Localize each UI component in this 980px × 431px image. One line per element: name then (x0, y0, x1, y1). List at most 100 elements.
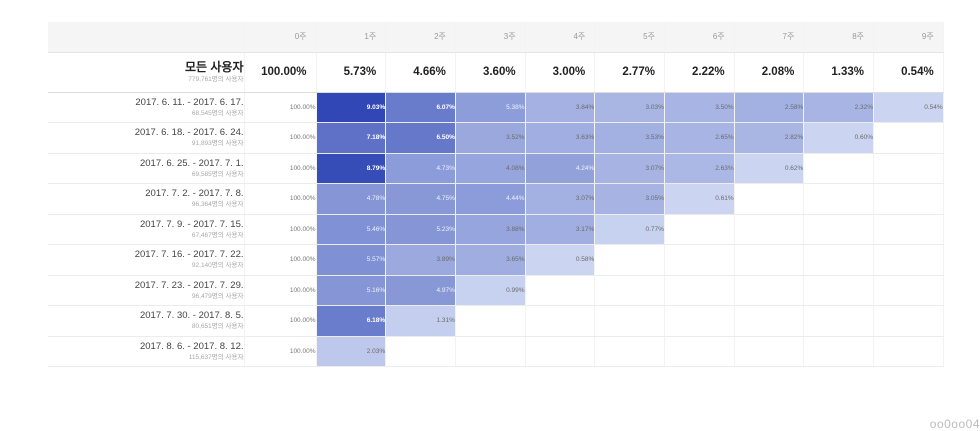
empty-cell (803, 305, 874, 337)
cohort-row[interactable]: 2017. 7. 23. - 2017. 7. 29. 96,479명의 사용자 1… (48, 275, 944, 306)
week-header[interactable]: 5주 (594, 22, 665, 53)
cohort-row[interactable]: 2017. 7. 9. - 2017. 7. 15. 67,467명의 사용자 10… (48, 214, 944, 245)
empty-cell (525, 275, 596, 306)
cohort-row[interactable]: 2017. 6. 18. - 2017. 6. 24. 91,893명의 사용자 1… (48, 122, 944, 154)
retention-cell: 0.77% (594, 214, 665, 245)
retention-cell: 2.82% (734, 122, 805, 154)
empty-cell (873, 275, 944, 306)
empty-cell (734, 244, 805, 276)
cohort-date-range: 2017. 7. 16. - 2017. 7. 22. (134, 249, 244, 261)
cohort-base-cell: 100.00% (244, 153, 317, 184)
cohort-base-cell: 100.00% (244, 305, 317, 337)
empty-cell (873, 153, 944, 184)
cohort-date-range-cell: 2017. 7. 23. - 2017. 7. 29. 96,479명의 사용자 (48, 275, 245, 306)
retention-cell: 5.57% (316, 244, 387, 276)
empty-cell (873, 214, 944, 245)
empty-cell (594, 305, 665, 337)
all-users-row: 모든 사용자 779,761명의 사용자 100.00% 5.73% 4.66%… (48, 52, 944, 93)
empty-cell (873, 305, 944, 337)
retention-cell: 2.03% (316, 336, 387, 367)
cohort-row[interactable]: 2017. 6. 11. - 2017. 6. 17. 68,545명의 사용자 1… (48, 92, 944, 123)
week-header[interactable]: 6주 (664, 22, 735, 53)
empty-cell (873, 122, 944, 154)
empty-cell (803, 153, 874, 184)
retention-cell: 3.17% (525, 214, 596, 245)
retention-cell: 4.78% (316, 183, 387, 215)
cohort-date-range-cell: 2017. 7. 9. - 2017. 7. 15. 67,467명의 사용자 (48, 214, 245, 245)
retention-cell: 4.75% (385, 183, 456, 215)
retention-cell: 1.31% (385, 305, 456, 337)
total-retention-value: 2.22% (664, 52, 735, 93)
cohort-user-count: 91,893명의 사용자 (191, 140, 244, 148)
empty-cell (803, 183, 874, 215)
cohort-base-cell: 100.00% (244, 92, 317, 123)
empty-cell (873, 244, 944, 276)
empty-cell (664, 275, 735, 306)
retention-cell: 5.38% (455, 92, 526, 123)
empty-cell (385, 336, 456, 367)
retention-cell: 2.63% (664, 153, 735, 184)
empty-cell (455, 305, 526, 337)
cohort-base-cell: 100.00% (244, 244, 317, 276)
retention-cell: 4.08% (455, 153, 526, 184)
retention-cell: 0.58% (525, 244, 596, 276)
week-header[interactable]: 9주 (873, 22, 944, 53)
retention-cell: 2.65% (664, 122, 735, 154)
week-header[interactable]: 8주 (803, 22, 874, 53)
cohort-row[interactable]: 2017. 6. 25. - 2017. 7. 1. 69,585명의 사용자 10… (48, 153, 944, 184)
cohort-base-cell: 100.00% (244, 183, 317, 215)
week-header[interactable]: 4주 (525, 22, 596, 53)
week-header[interactable]: 1주 (316, 22, 387, 53)
cohort-row[interactable]: 2017. 7. 30. - 2017. 8. 5. 80,651명의 사용자 10… (48, 305, 944, 337)
week-header[interactable]: 0주 (244, 22, 317, 53)
cohort-analysis-panel: 0주 1주 2주 3주 4주 5주 6주 7주 8주 9주 모든 사용자 779… (48, 22, 944, 367)
retention-cell: 0.54% (873, 92, 944, 123)
empty-cell (734, 214, 805, 245)
total-retention-value: 2.77% (594, 52, 665, 93)
empty-cell (734, 305, 805, 337)
header-corner (48, 22, 245, 53)
week-header[interactable]: 7주 (734, 22, 805, 53)
cohort-date-range-cell: 2017. 7. 30. - 2017. 8. 5. 80,651명의 사용자 (48, 305, 245, 337)
cohort-base-cell: 100.00% (244, 122, 317, 154)
empty-cell (734, 183, 805, 215)
empty-cell (803, 336, 874, 367)
week-header[interactable]: 2주 (385, 22, 456, 53)
empty-cell (803, 275, 874, 306)
cohort-row[interactable]: 2017. 7. 2. - 2017. 7. 8. 96,364명의 사용자 100… (48, 183, 944, 215)
cohort-row[interactable]: 2017. 7. 16. - 2017. 7. 22. 92,140명의 사용자 1… (48, 244, 944, 276)
retention-cell: 3.63% (525, 122, 596, 154)
cohort-user-count: 67,467명의 사용자 (191, 231, 244, 239)
cohort-date-range-cell: 2017. 7. 2. - 2017. 7. 8. 96,364명의 사용자 (48, 183, 245, 215)
cohort-date-range: 2017. 6. 18. - 2017. 6. 24. (134, 127, 244, 139)
retention-cell: 0.62% (734, 153, 805, 184)
empty-cell (664, 214, 735, 245)
retention-cell: 3.53% (594, 122, 665, 154)
total-retention-value: 1.33% (803, 52, 874, 93)
total-retention-value: 5.73% (316, 52, 387, 93)
total-retention-value: 0.54% (873, 52, 944, 93)
empty-cell (734, 336, 805, 367)
cohort-user-count: 96,364명의 사용자 (191, 201, 244, 209)
week-header[interactable]: 3주 (455, 22, 526, 53)
cohort-user-count: 92,140명의 사용자 (191, 262, 244, 270)
retention-cell: 5.46% (316, 214, 387, 245)
retention-cell: 0.61% (664, 183, 735, 215)
cohort-date-range: 2017. 7. 9. - 2017. 7. 15. (139, 218, 244, 230)
cohort-date-range: 2017. 7. 2. - 2017. 7. 8. (145, 188, 244, 200)
total-retention-value: 3.00% (525, 52, 596, 93)
empty-cell (873, 336, 944, 367)
total-retention-value: 3.60% (455, 52, 526, 93)
empty-cell (594, 244, 665, 276)
retention-cell: 5.23% (385, 214, 456, 245)
cohort-date-range-cell: 2017. 8. 6. - 2017. 8. 12. 115,637명의 사용자 (48, 336, 245, 367)
watermark-text: oo0oo04 (929, 417, 980, 431)
retention-cell: 3.07% (525, 183, 596, 215)
cohort-user-count: 96,479명의 사용자 (191, 292, 244, 300)
cohort-row[interactable]: 2017. 8. 6. - 2017. 8. 12. 115,637명의 사용자 1… (48, 336, 944, 367)
retention-cell: 3.89% (385, 244, 456, 276)
retention-cell: 4.73% (385, 153, 456, 184)
cohort-base-cell: 100.00% (244, 214, 317, 245)
retention-cell: 3.05% (594, 183, 665, 215)
retention-cell: 3.84% (525, 92, 596, 123)
